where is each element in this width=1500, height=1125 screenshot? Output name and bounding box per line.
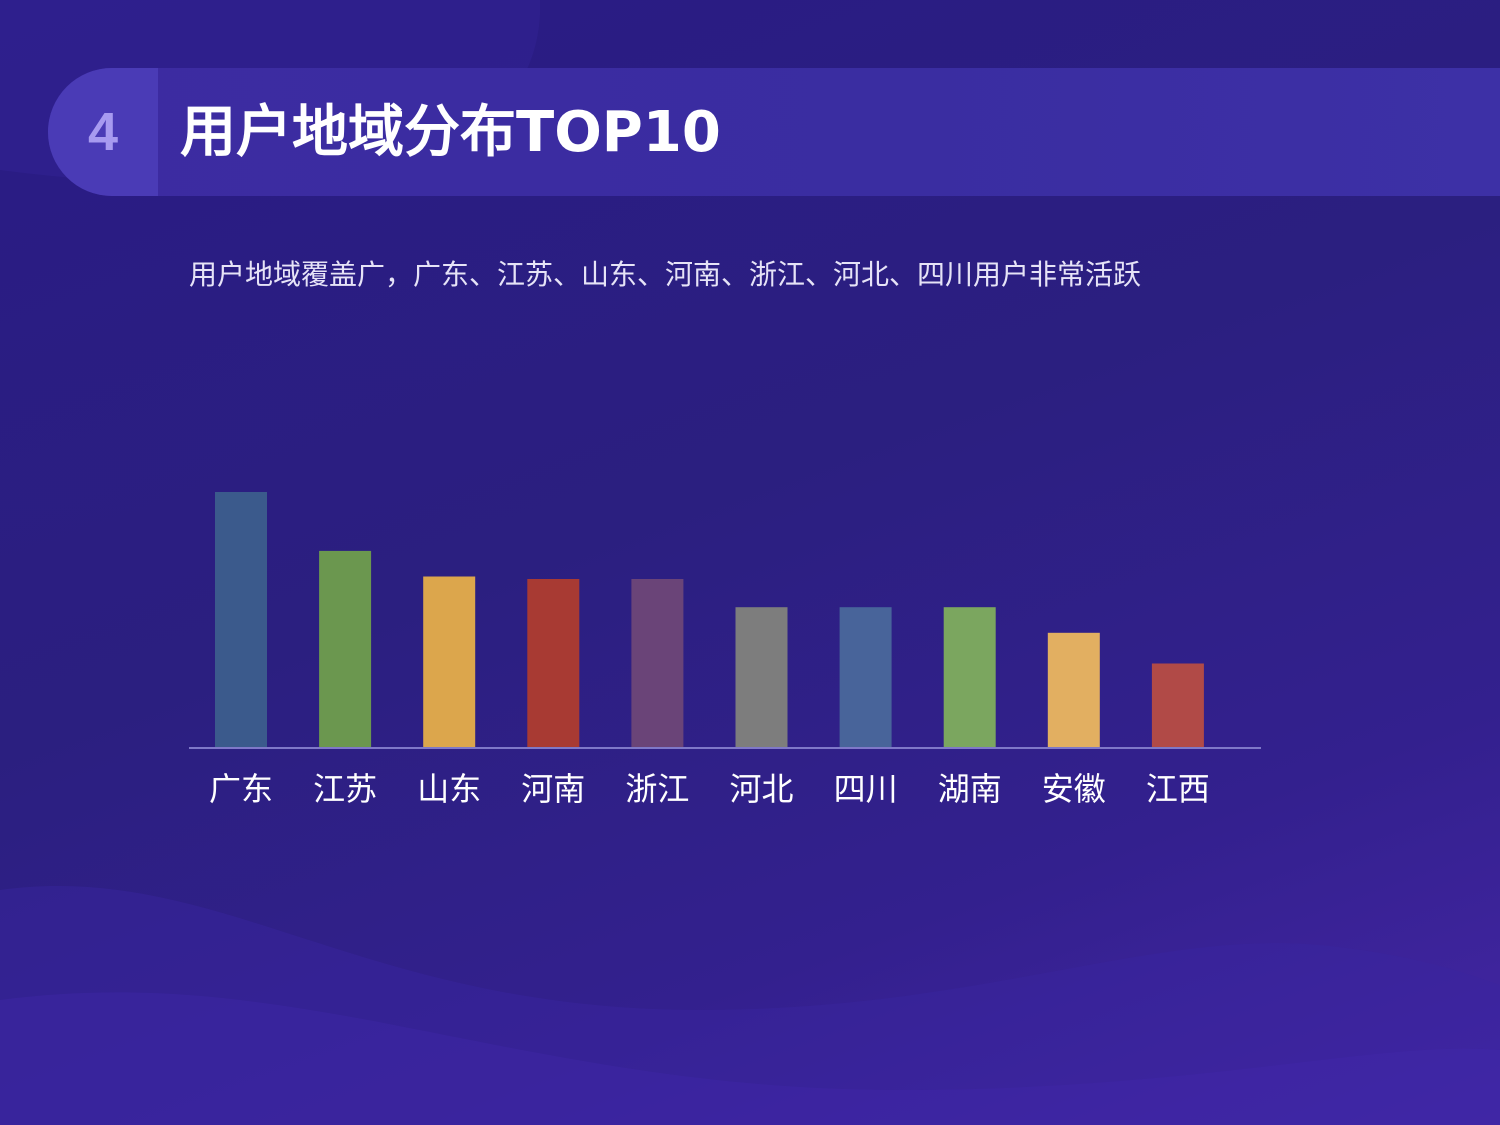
- x-tick-label-4: 河南: [521, 770, 585, 808]
- slide-header: 4 用户地域分布TOP10: [48, 68, 1500, 196]
- bar-3: [423, 576, 476, 748]
- bar-4: [527, 579, 580, 748]
- bar-6: [735, 607, 788, 748]
- x-tick-label-2: 江苏: [313, 770, 377, 808]
- slide-number: 4: [87, 102, 119, 162]
- bar-5: [631, 579, 684, 748]
- x-tick-label-5: 浙江: [625, 770, 689, 808]
- x-tick-label-6: 河北: [729, 770, 793, 808]
- x-tick-label-1: 广东: [209, 770, 273, 808]
- x-tick-label-10: 江西: [1146, 770, 1210, 808]
- x-tick-label-7: 四川: [834, 770, 898, 808]
- bar-1: [215, 492, 267, 748]
- bar-9: [1047, 632, 1100, 748]
- slide-title: 用户地域分布TOP10: [180, 100, 721, 165]
- x-tick-label-3: 山东: [417, 770, 481, 808]
- x-tick-label-8: 湖南: [938, 770, 1002, 808]
- slide-subtitle: 用户地域覆盖广，广东、江苏、山东、河南、浙江、河北、四川用户非常活跃: [189, 258, 1142, 291]
- bar-10: [1151, 663, 1204, 748]
- x-tick-label-9: 安徽: [1042, 770, 1106, 808]
- bar-8: [943, 607, 996, 748]
- bar-2: [319, 550, 372, 748]
- bar-7: [839, 607, 892, 748]
- slide-number-box: [48, 68, 158, 196]
